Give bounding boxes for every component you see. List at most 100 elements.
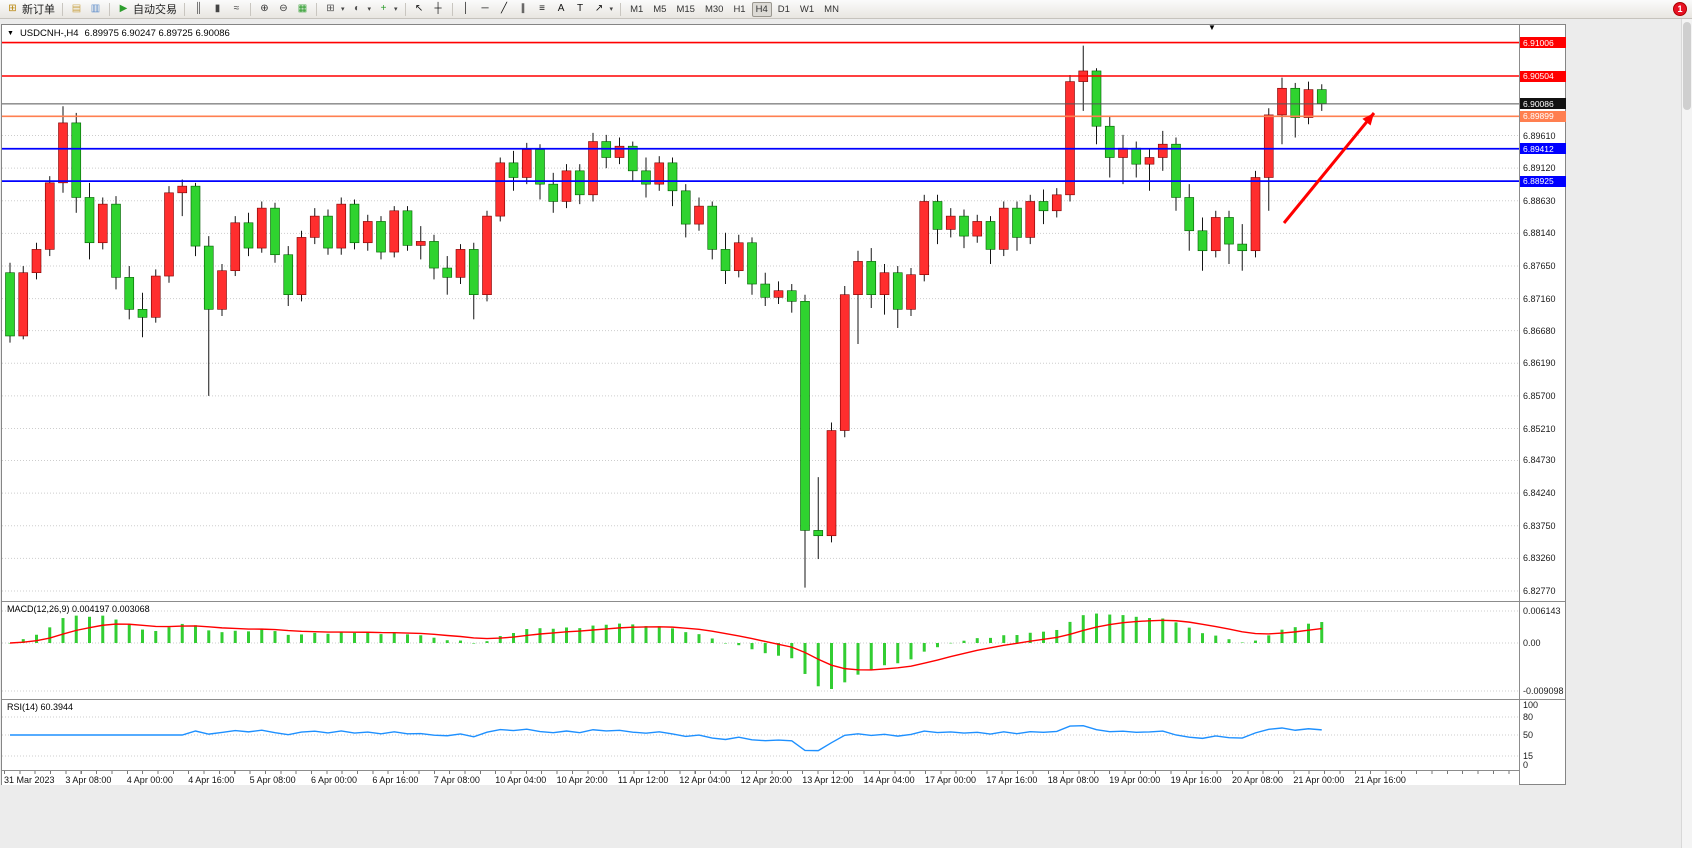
toolbar-separator — [316, 2, 317, 16]
price-axis-label: 6.87650 — [1523, 261, 1556, 272]
price-axis-label: 6.87160 — [1523, 293, 1556, 304]
vertical-line-button[interactable]: │ — [457, 1, 476, 18]
candle — [786, 290, 797, 302]
notification-badge[interactable]: 1 — [1673, 2, 1687, 16]
new-order-icon: ⊞ — [8, 3, 17, 14]
text-label-button[interactable]: T — [571, 1, 590, 18]
fibonacci-button[interactable]: ≡ — [533, 1, 552, 18]
candle — [932, 201, 943, 230]
tile-windows-button[interactable]: ▦ — [293, 1, 312, 18]
candle — [349, 203, 360, 244]
price-axis[interactable]: 6.89610 6.89120 6.88630 6.88140 6.87650 6.871… — [1520, 25, 1566, 770]
main-chart-canvas[interactable] — [2, 25, 1519, 601]
text-button[interactable]: A — [552, 1, 571, 18]
time-axis-label: 4 Apr 16:00 — [188, 775, 235, 785]
timeframe-d1-button[interactable]: D1 — [777, 3, 790, 15]
zoom-in-button[interactable]: ⊕ — [255, 1, 274, 18]
time-axis[interactable]: 31 Mar 2023 3 Apr 08:00 4 Apr 00:00 4 Apr 1… — [2, 770, 1519, 785]
crosshair-icon: ┼ — [434, 3, 442, 14]
candle — [548, 183, 559, 202]
candle — [203, 245, 214, 310]
rsi-line — [10, 724, 1322, 752]
vertical-scrollbar[interactable] — [1681, 19, 1692, 848]
pane-separator[interactable] — [2, 601, 1565, 602]
candle — [376, 221, 386, 253]
candle — [760, 283, 771, 298]
timeframe-m30-button[interactable]: M30 — [704, 3, 724, 15]
candle — [574, 170, 585, 196]
vertical-line-icon: │ — [462, 3, 470, 14]
crosshair-button[interactable]: ┼ — [429, 1, 448, 18]
print-button[interactable]: ▤ — [67, 1, 86, 18]
auto-trading-button[interactable]: ▶ 自动交易 — [114, 1, 180, 18]
candle — [495, 162, 506, 217]
candle — [84, 197, 95, 244]
macd-histogram — [8, 613, 1324, 689]
candle — [217, 270, 227, 310]
candle — [1025, 201, 1036, 238]
timeframe-mn-button[interactable]: MN — [824, 3, 839, 15]
trend-arrow-object[interactable] — [1282, 112, 1376, 224]
new-order-button[interactable]: ⊞ 新订单 — [3, 1, 58, 18]
timeframe-m1-button[interactable]: M1 — [630, 3, 644, 15]
timeframe-h1-button[interactable]: H1 — [733, 3, 746, 15]
pane-separator[interactable] — [2, 699, 1565, 700]
indicators-dropdown-caret: ▾ — [394, 6, 398, 13]
timeframe-w1-button[interactable]: W1 — [799, 3, 815, 15]
price-axis-label: 6.88630 — [1523, 195, 1556, 206]
time-axis-label: 19 Apr 16:00 — [1170, 775, 1222, 785]
cursor-icon: ↖ — [414, 3, 424, 14]
one-click-trading-toggle-icon[interactable]: ▼ — [7, 30, 14, 37]
time-axis-label: 14 Apr 04:00 — [863, 775, 915, 785]
timeframe-m5-button[interactable]: M5 — [653, 3, 667, 15]
timeframe-h4-button[interactable]: H4 — [751, 1, 772, 17]
price-axis-label: 6.86190 — [1523, 358, 1556, 369]
profiles-button[interactable]: ◐ ▾ — [348, 1, 375, 18]
candle — [1237, 243, 1248, 252]
price-axis-label: 6.83260 — [1523, 553, 1556, 564]
macd-panel-canvas[interactable] — [2, 602, 1519, 699]
equidistant-channel-icon: ∥ — [520, 3, 526, 14]
candle — [270, 207, 280, 256]
zoom-out-button[interactable]: ⊖ — [274, 1, 293, 18]
price-axis-label: 6.83750 — [1523, 520, 1556, 531]
candle — [641, 170, 651, 185]
profiles-dropdown-caret: ▾ — [367, 6, 372, 13]
candle — [1316, 89, 1327, 104]
rsi-label: RSI(14) 60.3944 — [7, 702, 74, 712]
time-axis-label: 12 Apr 20:00 — [740, 775, 792, 785]
indicators-button[interactable]: + ▾ — [374, 1, 401, 18]
timeframe-m15-button[interactable]: M15 — [676, 3, 695, 15]
candlestick-mode-icon: ▮ — [214, 3, 221, 14]
candle — [1038, 201, 1049, 212]
candle — [945, 215, 956, 230]
arrows-button[interactable]: ↗ ▾ — [590, 1, 617, 18]
arrows-dropdown-caret: ▾ — [609, 6, 614, 13]
chart-preview-button[interactable]: ▥ — [86, 1, 105, 18]
macd-axis-label: -0.009098 — [1523, 686, 1564, 696]
horizontal-line-button[interactable]: ─ — [476, 1, 495, 18]
toolbar-separator — [404, 2, 406, 16]
chart-shift-marker[interactable]: ▼ — [1208, 23, 1216, 32]
candle — [124, 277, 135, 310]
line-chart-mode-icon: ≈ — [233, 3, 240, 14]
candle — [389, 210, 400, 253]
equidistant-channel-button[interactable]: ∥ — [514, 1, 533, 18]
rsi-axis-label: 0 — [1523, 760, 1529, 770]
candle — [853, 261, 863, 295]
horizontal-line-icon: ─ — [481, 3, 489, 14]
scrollbar-thumb[interactable] — [1683, 22, 1691, 110]
trendline-button[interactable]: ╱ — [495, 1, 514, 18]
zoom-in-icon: ⊕ — [260, 3, 269, 14]
new-chart-button[interactable]: ⊞ ▾ — [321, 1, 348, 18]
price-axis-label: 6.88140 — [1523, 228, 1556, 239]
bar-chart-mode-button[interactable]: ║ — [189, 1, 208, 18]
trendline-icon: ╱ — [501, 3, 508, 14]
rsi-panel-canvas[interactable] — [2, 700, 1519, 769]
candle — [521, 149, 532, 178]
cursor-button[interactable]: ↖ — [410, 1, 429, 18]
candlestick-mode-button[interactable]: ▮ — [208, 1, 227, 18]
candle — [256, 207, 267, 249]
candle — [309, 215, 320, 238]
line-chart-mode-button[interactable]: ≈ — [227, 1, 246, 18]
